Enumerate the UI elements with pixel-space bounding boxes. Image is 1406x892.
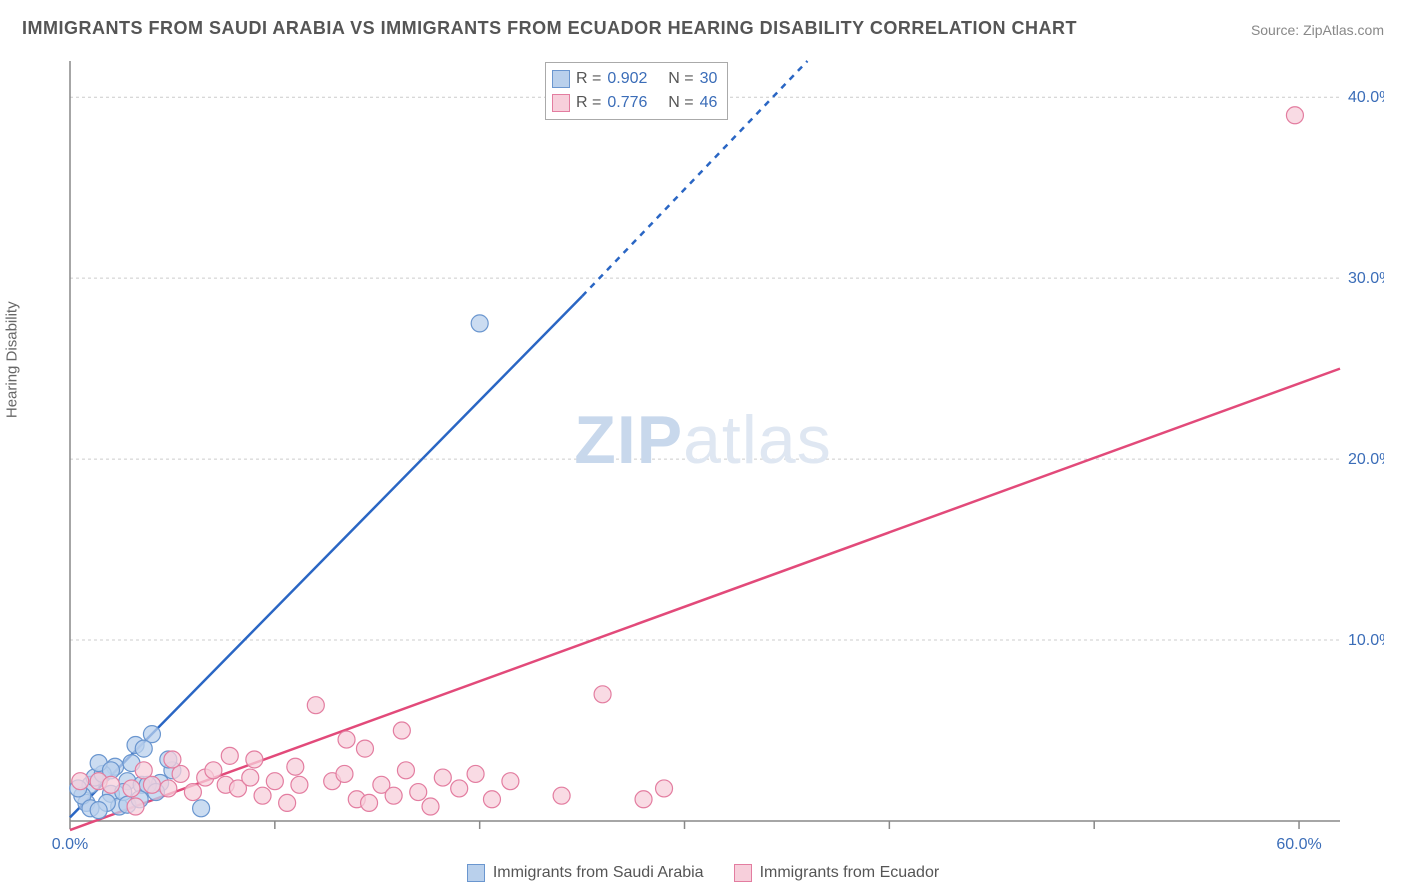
- swatch-saudi-icon: [467, 864, 485, 882]
- svg-text:60.0%: 60.0%: [1276, 836, 1321, 853]
- svg-text:30.0%: 30.0%: [1348, 270, 1384, 287]
- correlation-stats-box: R = 0.902 N = 30 R = 0.776 N = 46: [545, 62, 728, 120]
- stats-row-ecuador: R = 0.776 N = 46: [552, 91, 717, 115]
- source-prefix: Source:: [1251, 22, 1303, 38]
- legend-label-ecuador: Immigrants from Ecuador: [760, 864, 940, 882]
- swatch-ecuador-icon: [734, 864, 752, 882]
- r-value-saudi: 0.902: [607, 67, 647, 91]
- swatch-ecuador: [552, 94, 570, 112]
- chart-container: Hearing Disability 10.0%20.0%30.0%40.0%0…: [22, 55, 1384, 880]
- bottom-legend: Immigrants from Saudi Arabia Immigrants …: [0, 864, 1406, 882]
- legend-item-ecuador: Immigrants from Ecuador: [734, 864, 940, 882]
- svg-text:0.0%: 0.0%: [52, 836, 88, 853]
- r-value-ecuador: 0.776: [607, 91, 647, 115]
- svg-text:40.0%: 40.0%: [1348, 89, 1384, 106]
- swatch-saudi: [552, 70, 570, 88]
- r-label: R =: [576, 67, 601, 91]
- y-axis-label: Hearing Disability: [4, 301, 21, 418]
- legend-item-saudi: Immigrants from Saudi Arabia: [467, 864, 704, 882]
- chart-title: IMMIGRANTS FROM SAUDI ARABIA VS IMMIGRAN…: [22, 18, 1077, 39]
- svg-text:20.0%: 20.0%: [1348, 451, 1384, 468]
- legend-label-saudi: Immigrants from Saudi Arabia: [493, 864, 704, 882]
- n-label: N =: [668, 91, 693, 115]
- n-value-saudi: 30: [700, 67, 718, 91]
- scatter-chart: 10.0% 20.0% 30.0% 40.0% 0.0% 60.0%: [22, 55, 1384, 880]
- n-value-ecuador: 46: [700, 91, 718, 115]
- source-attribution: Source: ZipAtlas.com: [1251, 22, 1384, 38]
- stats-row-saudi: R = 0.902 N = 30: [552, 67, 717, 91]
- r-label: R =: [576, 91, 601, 115]
- svg-text:10.0%: 10.0%: [1348, 632, 1384, 649]
- n-label: N =: [668, 67, 693, 91]
- source-link[interactable]: ZipAtlas.com: [1303, 22, 1384, 38]
